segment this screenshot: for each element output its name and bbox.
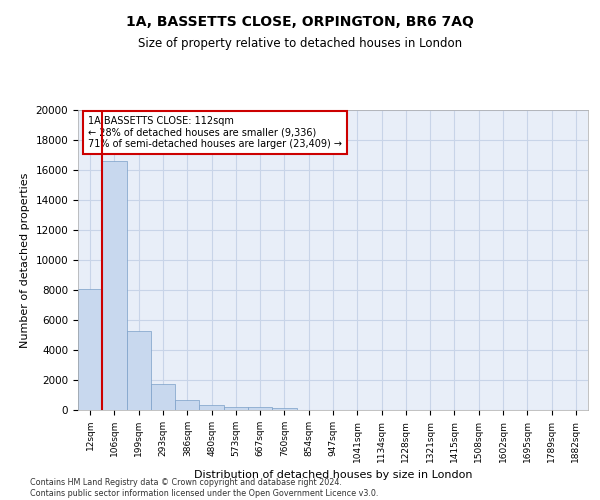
Bar	[175, 400, 199, 410]
Bar	[272, 408, 296, 410]
Bar	[78, 289, 102, 410]
Y-axis label: Number of detached properties: Number of detached properties	[20, 172, 30, 348]
X-axis label: Distribution of detached houses by size in London: Distribution of detached houses by size …	[194, 470, 472, 480]
Bar	[248, 408, 272, 410]
Text: Size of property relative to detached houses in London: Size of property relative to detached ho…	[138, 38, 462, 51]
Bar	[199, 405, 224, 410]
Text: 1A BASSETTS CLOSE: 112sqm
← 28% of detached houses are smaller (9,336)
71% of se: 1A BASSETTS CLOSE: 112sqm ← 28% of detac…	[88, 116, 342, 149]
Bar	[224, 407, 248, 410]
Text: 1A, BASSETTS CLOSE, ORPINGTON, BR6 7AQ: 1A, BASSETTS CLOSE, ORPINGTON, BR6 7AQ	[126, 15, 474, 29]
Bar	[102, 161, 127, 410]
Bar	[151, 384, 175, 410]
Text: Contains HM Land Registry data © Crown copyright and database right 2024.
Contai: Contains HM Land Registry data © Crown c…	[30, 478, 379, 498]
Bar	[127, 330, 151, 410]
